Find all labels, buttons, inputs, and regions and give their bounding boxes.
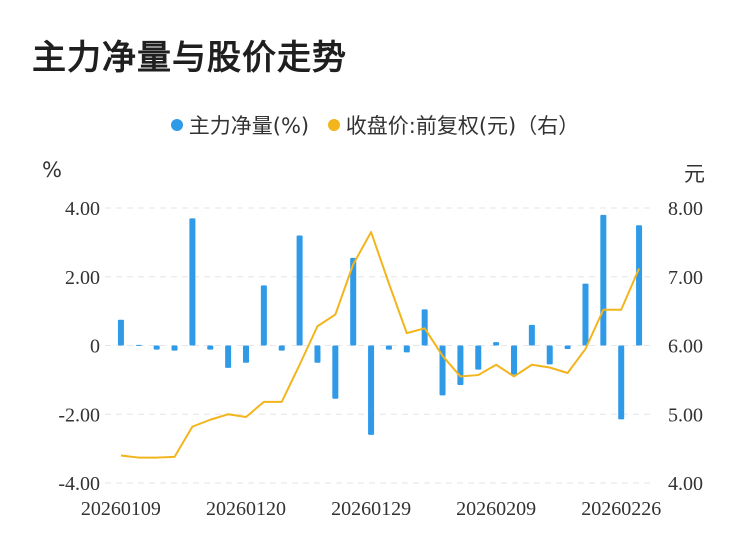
grid-lines xyxy=(105,207,650,484)
left-axis-unit: % xyxy=(42,158,62,182)
bar-3 xyxy=(171,345,178,351)
legend-dot-blue xyxy=(170,119,183,131)
bar-4 xyxy=(189,218,196,346)
bar-29 xyxy=(636,225,643,346)
bar-20 xyxy=(475,345,482,370)
bar-14 xyxy=(368,345,375,435)
bar-2 xyxy=(153,345,160,350)
right-tick-label-3: 5.00 xyxy=(668,404,703,426)
bar-series xyxy=(117,214,643,435)
right-tick-label-1: 7.00 xyxy=(668,267,703,289)
left-tick-label-1: 2.00 xyxy=(65,267,100,289)
x-tick-label-0: 20260109 xyxy=(81,498,161,520)
bar-26 xyxy=(582,283,589,346)
left-tick-label-2: 0 xyxy=(90,336,100,358)
legend-label-close-price: 收盘价:前复权(元)（右） xyxy=(345,114,580,138)
bar-22 xyxy=(511,345,517,375)
x-tick-label-2: 20260129 xyxy=(331,498,411,520)
bar-15 xyxy=(385,345,392,350)
bar-13 xyxy=(350,257,357,346)
line-series xyxy=(120,231,640,459)
right-axis-ticks: 8.00 7.00 6.00 5.00 4.00 xyxy=(668,198,703,495)
bar-9 xyxy=(278,345,285,351)
bar-12 xyxy=(332,345,339,399)
left-tick-label-0: 4.00 xyxy=(65,198,100,220)
bar-27 xyxy=(600,214,607,346)
legend-label-net-volume: 主力净量(%) xyxy=(188,114,310,138)
legend-dot-yellow xyxy=(327,119,340,131)
chart-title: 主力净量与股价走势 xyxy=(32,38,347,78)
bar-16 xyxy=(403,345,410,353)
right-tick-label-4: 4.00 xyxy=(668,473,703,495)
left-axis-ticks: 4.00 2.00 0 -2.00 -4.00 xyxy=(58,198,100,495)
bar-25 xyxy=(564,345,571,349)
legend-item-close-price[interactable]: 收盘价:前复权(元)（右） xyxy=(327,110,580,140)
bar-11 xyxy=(314,345,321,363)
right-tick-label-0: 8.00 xyxy=(668,198,703,220)
bar-21 xyxy=(493,342,500,346)
bar-5 xyxy=(207,345,214,350)
legend: 主力净量(%) 收盘价:前复权(元)（右） xyxy=(0,110,750,140)
bar-24 xyxy=(546,345,553,365)
left-tick-label-4: -4.00 xyxy=(58,473,100,495)
bar-28 xyxy=(618,345,625,420)
left-tick-label-3: -2.00 xyxy=(58,404,100,426)
bar-19 xyxy=(457,345,464,386)
bar-6 xyxy=(225,345,232,368)
x-tick-label-3: 20260209 xyxy=(456,498,536,520)
x-axis-ticks: 20260109 20260120 20260129 20260209 20260226 xyxy=(81,498,661,520)
x-tick-label-4: 20260226 xyxy=(581,498,661,520)
bar-10 xyxy=(296,235,303,346)
bar-23 xyxy=(528,324,535,346)
price-line xyxy=(120,231,640,459)
right-axis-unit: 元 xyxy=(684,162,705,186)
bar-7 xyxy=(243,345,249,363)
bar-1 xyxy=(135,344,142,346)
x-tick-label-1: 20260120 xyxy=(206,498,286,520)
legend-item-net-volume[interactable]: 主力净量(%) xyxy=(170,110,310,140)
right-tick-label-2: 6.00 xyxy=(668,336,703,358)
bar-8 xyxy=(260,285,267,346)
bar-0 xyxy=(117,319,124,346)
